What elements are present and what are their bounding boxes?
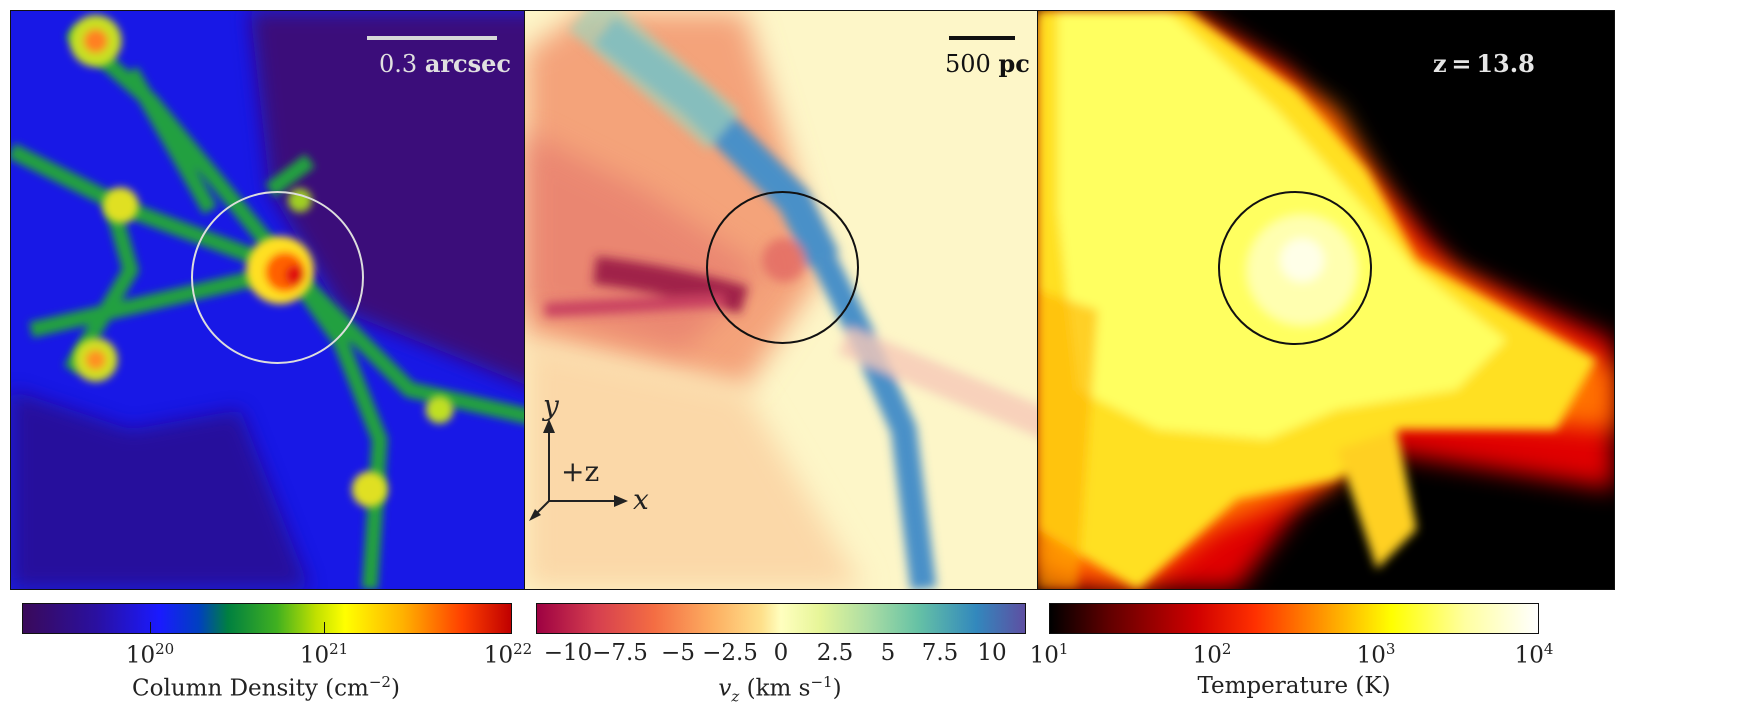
cbar1-tick-1: 1021 — [299, 640, 349, 669]
cbar1-title: Column Density (cm−2) — [132, 673, 400, 702]
cbar1-tick-2: 1022 — [483, 640, 533, 669]
axes-orientation — [529, 419, 628, 521]
cbar2-tick-6: 5 — [880, 640, 896, 666]
cbar3-tick-1: 102 — [1192, 640, 1232, 669]
cbar2-tick-1: −7.5 — [592, 640, 648, 666]
cbar3-tick-0: 101 — [1029, 640, 1069, 669]
cbar2-tick-3: −2.5 — [702, 640, 758, 666]
aperture-circle — [706, 191, 859, 344]
cbar3-tick-2: 103 — [1356, 640, 1396, 669]
aperture-circle — [191, 191, 364, 364]
y-axis-label: y — [543, 389, 559, 422]
cbar2-tick-2: −5 — [661, 640, 695, 666]
cbar1-tick-0: 1020 — [125, 640, 175, 669]
cbar2-tick-5: 2.5 — [816, 640, 854, 666]
cbar2-tick-0: −10 — [543, 640, 593, 666]
cbar3-title: Temperature (K) — [1197, 673, 1391, 699]
temperature-panel: z = 13.8 — [1037, 10, 1615, 590]
velocity-image — [525, 11, 1101, 589]
column-density-colorbar — [22, 603, 512, 634]
cbar2-tick-7: 7.5 — [921, 640, 959, 666]
aperture-circle — [1218, 191, 1372, 345]
scale-label: 0.3 arcsec — [379, 49, 512, 78]
cbar2-title: vz (km s−1) — [718, 673, 842, 706]
temperature-colorbar — [1049, 603, 1539, 634]
redshift-label: z = 13.8 — [1433, 49, 1535, 78]
column-density-panel: 0.3 arcsec — [10, 10, 588, 590]
scale-bar — [367, 36, 497, 40]
z-axis-label: +z — [561, 455, 600, 488]
velocity-panel: 500 pc y x +z — [524, 10, 1102, 590]
scale-label: 500 pc — [945, 49, 1030, 78]
cbar2-tick-4: 0 — [773, 640, 789, 666]
cbar2-tick-8: 10 — [977, 640, 1007, 666]
scale-bar — [949, 36, 1015, 40]
cbar3-tick-3: 104 — [1514, 640, 1554, 669]
velocity-colorbar — [536, 603, 1026, 634]
x-axis-label: x — [633, 483, 649, 516]
